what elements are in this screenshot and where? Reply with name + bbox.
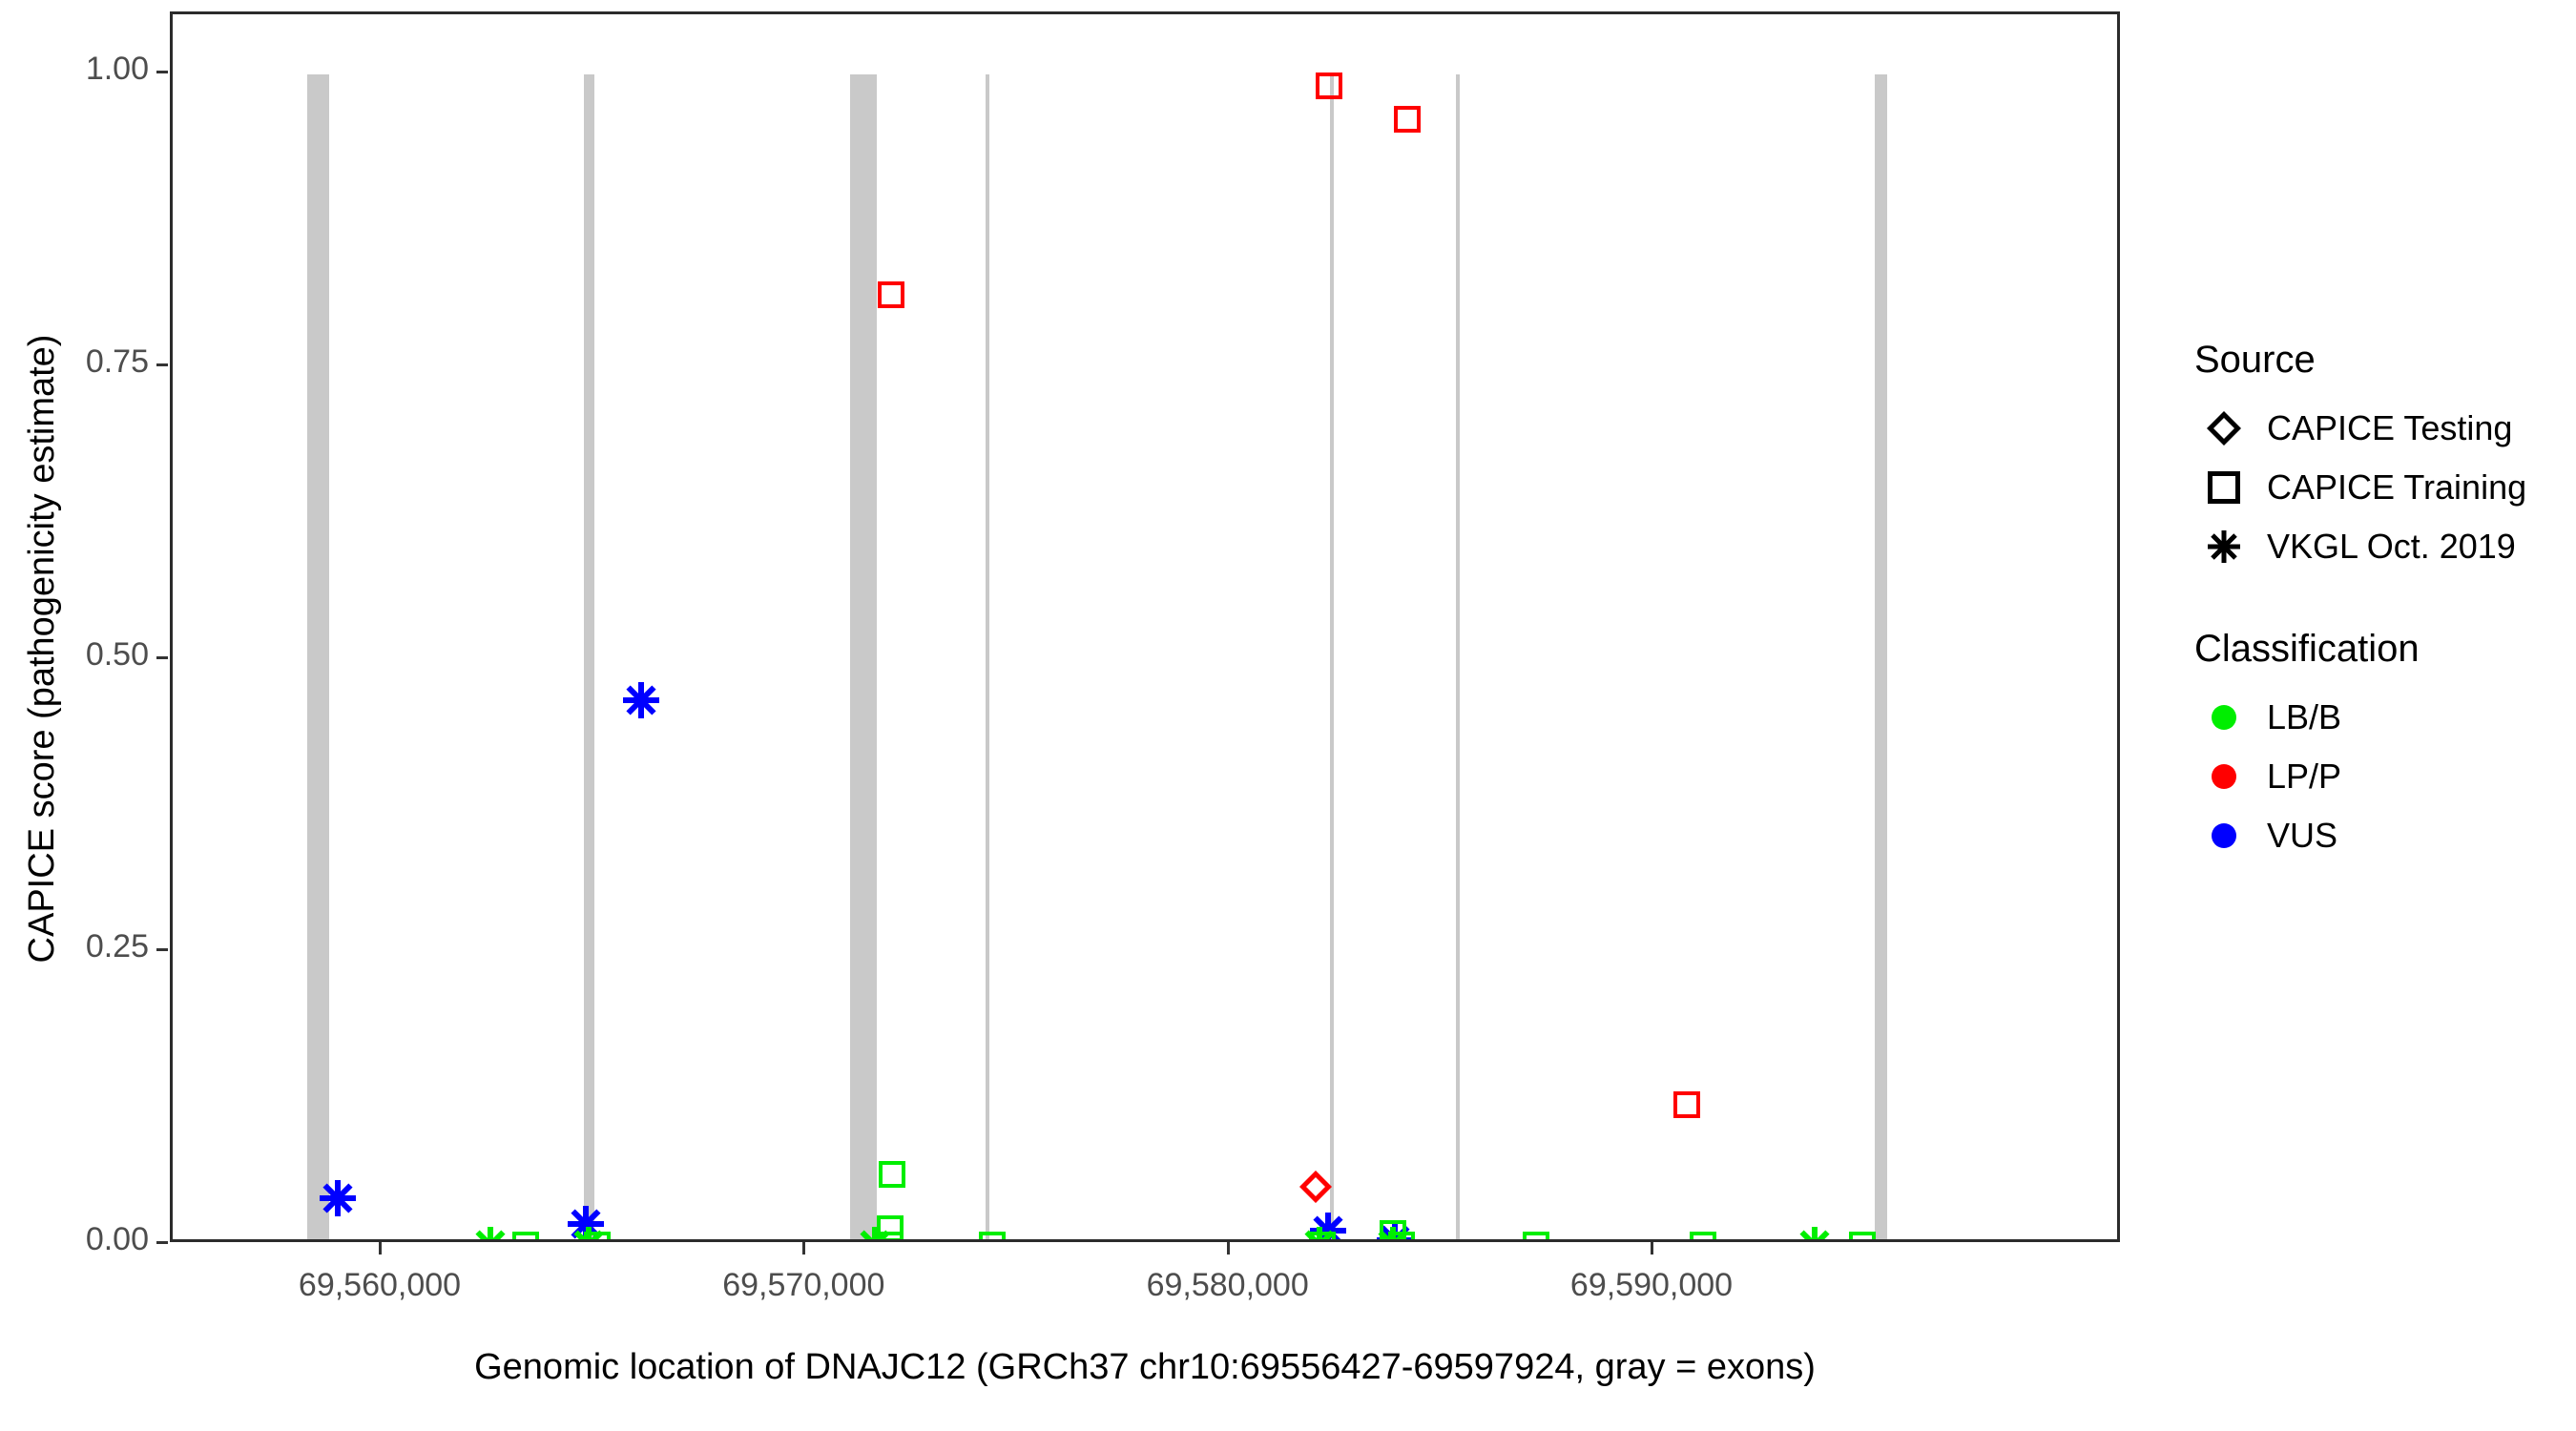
legend-item-label: VUS <box>2267 816 2338 855</box>
plot-panel <box>170 11 2120 1242</box>
legend-item-label: VKGL Oct. 2019 <box>2267 527 2516 566</box>
data-point-asterisk <box>622 681 660 719</box>
x-tick-label: 69,570,000 <box>722 1267 885 1303</box>
data-point-square <box>876 1214 904 1239</box>
data-point-square <box>877 280 905 309</box>
legend-circle-icon <box>2194 747 2254 806</box>
data-point-square <box>1393 105 1422 134</box>
legend-group-source: Source CAPICE Testing CAPICE Training VKG… <box>2194 339 2566 576</box>
exon-bar <box>1875 74 1888 1239</box>
exon-bar <box>849 74 877 1239</box>
data-point-asterisk <box>1796 1226 1834 1239</box>
x-tick-mark <box>1226 1242 1230 1255</box>
exon-bar <box>307 74 329 1239</box>
y-tick-mark <box>156 655 168 659</box>
legend-item[interactable]: LP/P <box>2194 747 2566 806</box>
data-point-square <box>1315 72 1343 100</box>
x-axis-title: Genomic location of DNAJC12 (GRCh37 chr1… <box>474 1347 1816 1387</box>
exon-bar <box>986 74 990 1239</box>
data-point-square <box>978 1231 1007 1239</box>
exon-bar <box>1456 74 1461 1239</box>
y-tick-label: 0.75 <box>85 342 149 380</box>
exon-bar <box>1330 74 1335 1239</box>
data-point-square <box>1672 1090 1701 1119</box>
data-point-square <box>583 1231 612 1239</box>
legend-circle-icon <box>2194 688 2254 747</box>
data-point-diamond <box>1298 1170 1332 1203</box>
legend-item-label: LP/P <box>2267 757 2342 796</box>
data-point-square <box>1689 1231 1717 1239</box>
legend-diamond-icon <box>2194 399 2254 458</box>
legend-item[interactable]: CAPICE Testing <box>2194 399 2566 458</box>
legend-item[interactable]: CAPICE Training <box>2194 458 2566 517</box>
legend-item[interactable]: VKGL Oct. 2019 <box>2194 517 2566 576</box>
x-tick-mark <box>379 1242 382 1255</box>
x-tick-mark <box>1651 1242 1653 1255</box>
data-point-square <box>511 1231 540 1239</box>
data-point-square <box>878 1160 906 1189</box>
legend-group-title: Source <box>2194 339 2316 381</box>
data-point-square <box>1522 1231 1550 1239</box>
legend-item[interactable]: LB/B <box>2194 688 2566 747</box>
data-point-square <box>876 1231 904 1239</box>
x-tick-mark <box>802 1242 806 1255</box>
data-point-square <box>1387 1231 1416 1239</box>
legend-item-label: CAPICE Testing <box>2267 408 2513 447</box>
y-tick-label: 0.00 <box>85 1221 149 1257</box>
x-tick-label: 69,590,000 <box>1569 1267 1734 1303</box>
data-point-asterisk <box>319 1179 357 1217</box>
data-point-asterisk <box>856 1226 894 1239</box>
y-tick-label: 0.50 <box>85 635 149 673</box>
x-tick-label: 69,580,000 <box>1146 1267 1309 1303</box>
data-point-asterisk <box>471 1226 509 1239</box>
y-tick-mark <box>156 1241 168 1244</box>
y-tick-label: 1.00 <box>85 51 149 87</box>
legend-asterisk-icon <box>2194 517 2254 576</box>
legend-item-label: LB/B <box>2267 697 2342 736</box>
legend: Source CAPICE Testing CAPICE Training VKG… <box>2194 339 2566 917</box>
legend-group-classification: Classification LB/B LP/P VUS <box>2194 628 2566 865</box>
y-tick-mark <box>156 948 168 952</box>
y-tick-mark <box>156 71 168 73</box>
legend-item[interactable]: VUS <box>2194 806 2566 865</box>
legend-circle-icon <box>2194 806 2254 865</box>
y-axis-title: CAPICE score (pathogenicity estimate) <box>21 334 62 964</box>
y-tick-label: 0.25 <box>85 928 149 965</box>
y-tick-mark <box>156 363 168 366</box>
data-point-square <box>1848 1231 1877 1239</box>
x-tick-label: 69,560,000 <box>298 1267 462 1303</box>
legend-item-label: CAPICE Training <box>2267 467 2527 507</box>
legend-group-title: Classification <box>2194 628 2420 670</box>
data-point-asterisk <box>1309 1212 1347 1239</box>
legend-square-icon <box>2194 458 2254 517</box>
exon-bar <box>583 74 594 1239</box>
data-point-square <box>1308 1231 1337 1239</box>
